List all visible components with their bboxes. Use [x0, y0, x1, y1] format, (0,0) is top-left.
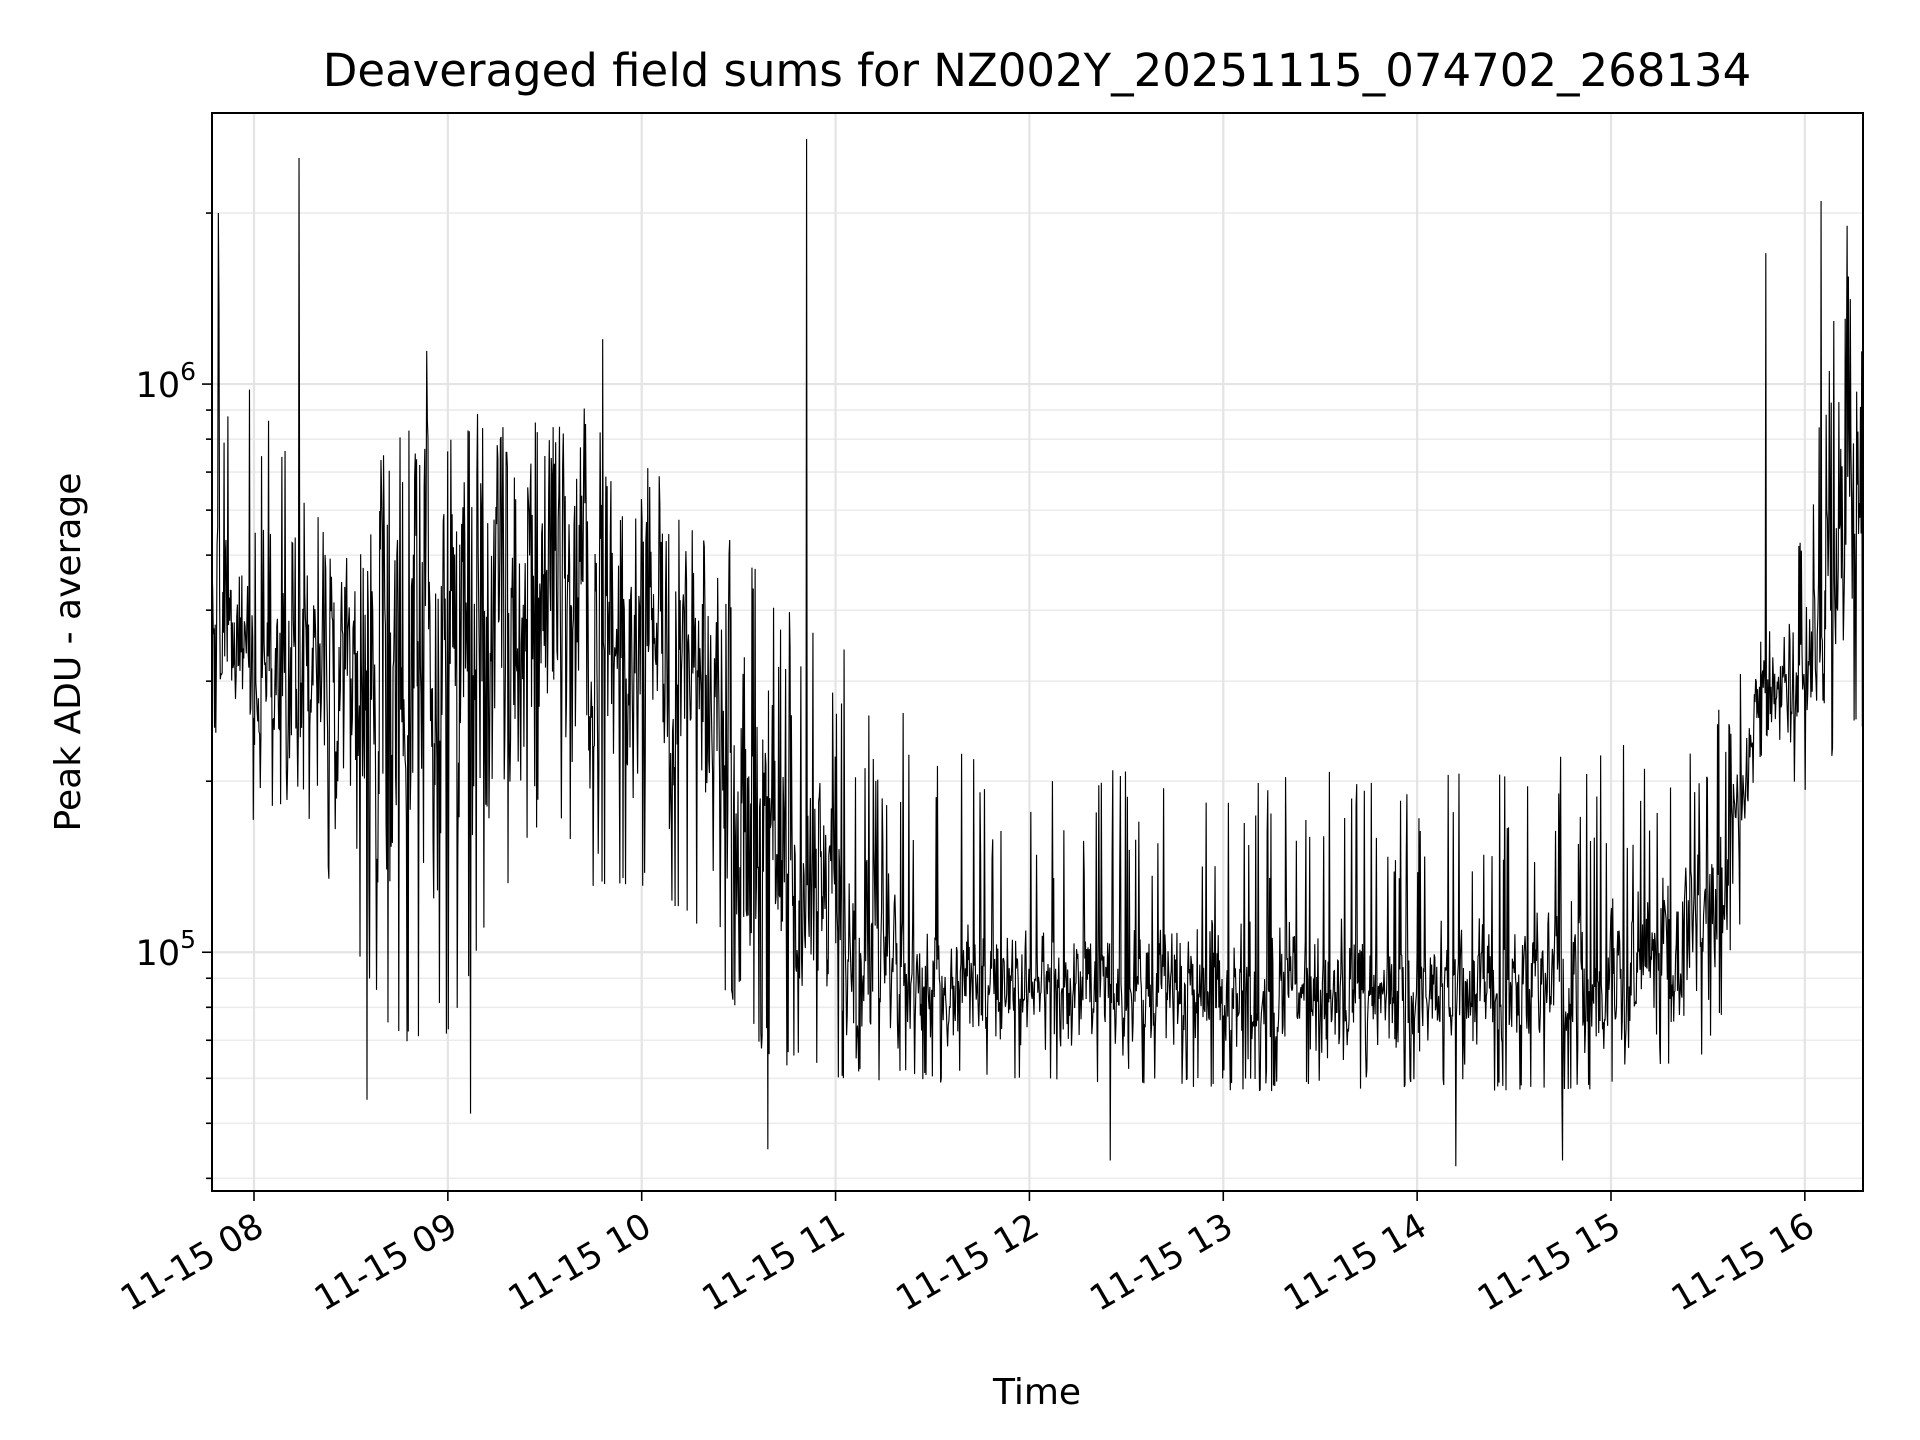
x-tick-label: 11-15 11: [696, 1206, 852, 1319]
series-line: [211, 138, 1864, 1167]
x-tick-label: 11-15 08: [114, 1206, 270, 1319]
grid: [212, 113, 1863, 1191]
ticks: [202, 212, 1806, 1201]
y-axis-label: Peak ADU - average: [48, 473, 89, 832]
series-layer: [211, 138, 1864, 1167]
x-tick-label: 11-15 10: [502, 1206, 658, 1319]
x-tick-label: 11-15 12: [890, 1206, 1046, 1319]
x-tick-label: 11-15 14: [1277, 1206, 1433, 1319]
plot-frame: [211, 112, 1864, 1192]
x-tick-label: 11-15 15: [1471, 1206, 1627, 1319]
x-tick-label: 11-15 16: [1665, 1206, 1821, 1319]
y-tick-label: 105: [136, 925, 196, 974]
x-tick-label: 11-15 09: [308, 1206, 464, 1319]
chart-title: Deaveraged field sums for NZ002Y_2025111…: [323, 44, 1752, 97]
y-tick-label: 106: [136, 357, 196, 406]
x-tick-label: 11-15 13: [1083, 1206, 1239, 1319]
x-axis-label: Time: [992, 1372, 1081, 1413]
